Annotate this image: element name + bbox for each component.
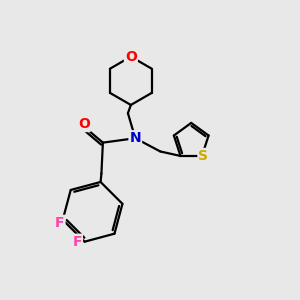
Text: F: F: [73, 235, 82, 249]
Text: F: F: [55, 216, 64, 230]
Text: O: O: [78, 117, 90, 131]
Text: N: N: [130, 131, 141, 145]
Text: O: O: [125, 50, 137, 64]
Text: S: S: [198, 149, 208, 163]
